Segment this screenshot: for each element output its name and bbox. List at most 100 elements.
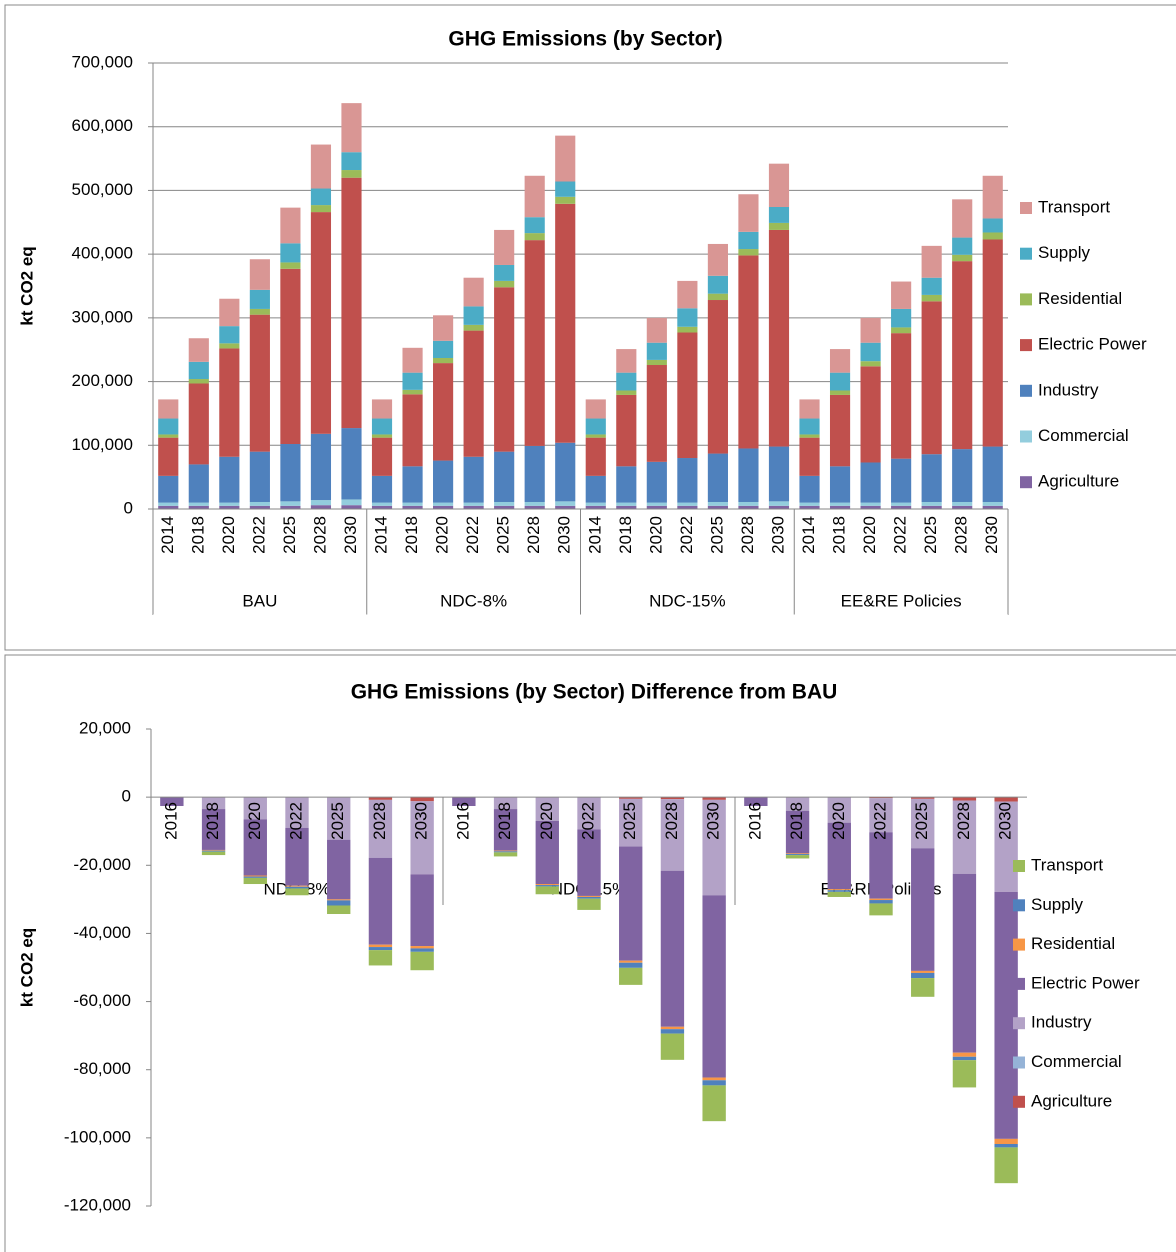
bar-segment — [577, 895, 601, 897]
bar-segment — [585, 399, 606, 419]
bar-segment — [188, 505, 209, 509]
bar-segment — [829, 394, 851, 467]
bar-segment — [677, 458, 698, 503]
legend-swatch — [1020, 293, 1032, 306]
x-tick-label: 2018 — [495, 802, 514, 840]
legend-label: Commercial — [1031, 1052, 1122, 1071]
bar-segment — [433, 340, 454, 358]
bar-segment — [249, 501, 270, 506]
bar-segment — [280, 243, 301, 263]
bar-segment — [524, 501, 545, 506]
y-tick-label: 0 — [122, 787, 131, 806]
bar-segment — [952, 505, 973, 509]
bar-segment — [869, 898, 893, 901]
x-tick-label: 2016 — [745, 802, 764, 840]
bar-segment — [285, 797, 309, 828]
bar-segment — [616, 502, 637, 506]
bar-segment — [619, 798, 643, 847]
bar-segment — [677, 326, 698, 333]
y-tick-label: 100,000 — [72, 435, 133, 454]
bar-segment — [524, 240, 545, 446]
x-tick-label: 2030 — [412, 802, 431, 840]
bar-segment — [555, 505, 576, 509]
bar-segment — [982, 501, 1003, 506]
bar-segment — [158, 434, 179, 438]
bar-segment — [463, 502, 484, 506]
x-tick-label: 2030 — [341, 516, 360, 554]
bar-segment — [535, 886, 559, 895]
bar-segment — [463, 330, 484, 457]
bar-segment — [327, 797, 351, 840]
bar-segment — [463, 505, 484, 509]
bar-segment — [524, 175, 545, 218]
x-tick-label: 2025 — [912, 802, 931, 840]
bar-segment — [219, 348, 240, 457]
bar-segment — [285, 888, 309, 896]
bar-segment — [494, 280, 515, 288]
x-tick-label: 2028 — [954, 802, 973, 840]
bar-segment — [371, 418, 393, 435]
bar-segment — [535, 885, 559, 887]
x-tick-label: 2025 — [921, 516, 940, 554]
bar-segment — [433, 460, 454, 503]
bar-segment — [341, 177, 362, 429]
bar-segment — [619, 960, 643, 963]
legend-label: Residential — [1031, 934, 1115, 953]
x-tick-label: 2020 — [245, 802, 264, 840]
bar-segment — [188, 338, 209, 362]
bar-segment — [219, 343, 240, 349]
bar-segment — [280, 444, 301, 502]
legend-swatch — [1020, 384, 1032, 397]
x-tick-label: 2025 — [707, 516, 726, 554]
bar-segment — [158, 418, 179, 435]
bar-segment — [702, 797, 726, 800]
bar-segment — [201, 850, 226, 852]
bar-segment — [952, 1052, 977, 1057]
y-tick-label: -40,000 — [73, 923, 131, 942]
bar-segment — [677, 502, 698, 506]
bar-segment — [402, 505, 423, 509]
bar-segment — [327, 839, 351, 900]
bar-segment — [371, 475, 393, 503]
bar-segment — [891, 458, 912, 503]
x-tick-label: 2020 — [433, 516, 452, 554]
bar-segment — [827, 822, 851, 890]
bar-segment — [160, 797, 184, 807]
bar-segment — [952, 1060, 977, 1088]
group-label: NDC-15% — [649, 591, 726, 610]
bar-segment — [555, 135, 576, 182]
x-tick-label: 2028 — [738, 516, 757, 554]
legend-swatch — [1013, 938, 1025, 951]
bar-segment — [249, 308, 270, 315]
bar-segment — [982, 232, 1003, 240]
bar-segment — [243, 819, 267, 876]
bar-segment — [249, 451, 270, 502]
bar-segment — [921, 301, 942, 455]
bar-segment — [799, 505, 820, 509]
bar-segment — [994, 797, 1018, 802]
x-tick-label: 2025 — [620, 802, 639, 840]
bar-segment — [660, 797, 685, 800]
bar-segment — [891, 281, 912, 309]
bar-segment — [158, 475, 179, 503]
bar-segment — [158, 399, 179, 419]
legend-swatch — [1020, 247, 1032, 260]
bar-segment — [368, 944, 393, 948]
bar-segment — [535, 884, 559, 886]
y-tick-label: 700,000 — [72, 52, 133, 71]
bar-segment — [285, 827, 309, 886]
bar-segment — [702, 1085, 726, 1122]
x-tick-label: 2018 — [203, 802, 222, 840]
bar-segment — [585, 418, 606, 435]
x-tick-label: 2018 — [188, 516, 207, 554]
bar-segment — [493, 852, 518, 857]
bar-segment — [785, 797, 810, 811]
bar-segment — [285, 886, 309, 889]
bar-segment — [524, 233, 545, 241]
bar-segment — [994, 891, 1018, 1139]
bar-segment — [249, 505, 270, 509]
bar-segment — [982, 218, 1003, 233]
bar-segment — [188, 361, 209, 380]
bar-segment — [402, 502, 423, 506]
bar-segment — [952, 254, 973, 262]
